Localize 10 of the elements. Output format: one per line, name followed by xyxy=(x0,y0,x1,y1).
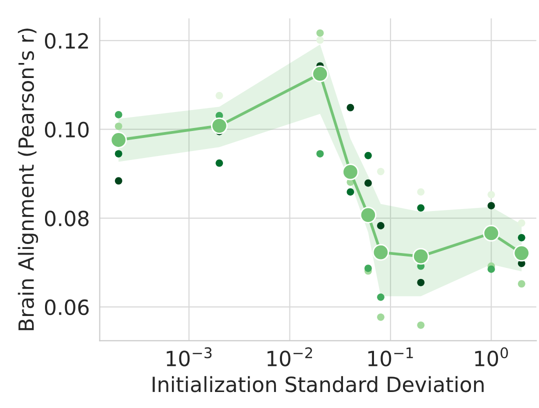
x-tick-label: 10$^{−3}$ xyxy=(166,347,212,366)
x-tick-label: 10$^{−2}$ xyxy=(268,347,312,366)
y-axis-title: Brain Alignment (Pearson's r) xyxy=(18,28,38,330)
x-axis-title: Initialization Standard Deviation xyxy=(152,376,484,392)
x-tick-label: 10$^{−1}$ xyxy=(368,347,413,366)
y-tick-label: 0.06 xyxy=(44,299,89,316)
x-tick-label: 10$^{0}$ xyxy=(475,347,508,366)
y-tick-label: 0.08 xyxy=(44,210,89,226)
y-tick-label: 0.10 xyxy=(44,122,89,138)
y-tick-label: 0.12 xyxy=(44,33,88,49)
